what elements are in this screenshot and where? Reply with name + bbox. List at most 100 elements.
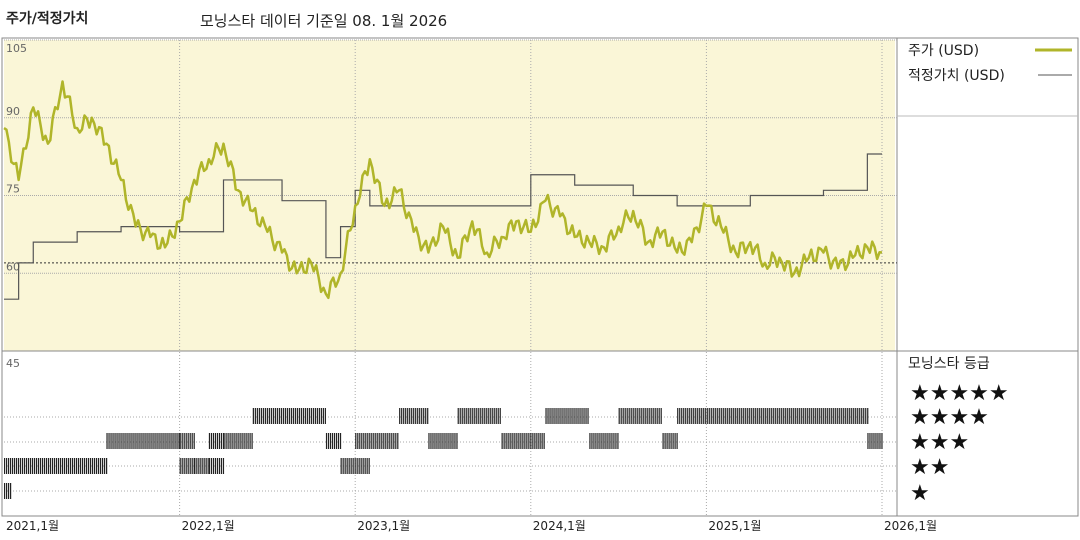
rating-bar-tick bbox=[867, 408, 869, 424]
rating-bar-tick bbox=[425, 408, 427, 424]
rating-bar-tick bbox=[515, 433, 517, 449]
rating-bar-tick bbox=[302, 408, 304, 424]
rating-bar-tick bbox=[658, 408, 660, 424]
rating-bar-tick bbox=[118, 433, 120, 449]
rating-bar-tick bbox=[452, 433, 454, 449]
rating-bar-tick bbox=[174, 433, 176, 449]
rating-bar-tick bbox=[243, 433, 245, 449]
rating-bar-tick bbox=[733, 408, 735, 424]
rating-bar-tick bbox=[419, 408, 421, 424]
rating-bar-tick bbox=[142, 433, 144, 449]
rating-bar-tick bbox=[571, 408, 573, 424]
rating-bar-tick bbox=[280, 408, 282, 424]
rating-bar-tick bbox=[436, 433, 438, 449]
rating-bar-tick bbox=[164, 433, 166, 449]
rating-bar-tick bbox=[206, 458, 208, 474]
rating-bar-tick bbox=[430, 433, 432, 449]
rating-bar-tick bbox=[216, 458, 219, 474]
rating-bar-tick bbox=[222, 433, 225, 449]
rating-bar-tick bbox=[10, 483, 12, 499]
rating-bar-tick bbox=[783, 408, 785, 424]
rating-bar-tick bbox=[310, 408, 312, 424]
rating-bar-tick bbox=[272, 408, 274, 424]
rating-bar-tick bbox=[747, 408, 749, 424]
rating-bar-tick bbox=[670, 433, 672, 449]
rating-bar-tick bbox=[56, 458, 58, 474]
rating-bar-tick bbox=[674, 433, 676, 449]
rating-bar-tick bbox=[278, 408, 280, 424]
rating-bar-tick bbox=[579, 408, 581, 424]
rating-bar-tick bbox=[94, 458, 96, 474]
rating-bar-tick bbox=[432, 433, 434, 449]
rating-bar-tick bbox=[745, 408, 747, 424]
rating-bar-tick bbox=[120, 433, 122, 449]
rating-bar-tick bbox=[853, 408, 855, 424]
rating-bar-tick bbox=[30, 458, 32, 474]
rating-bar-tick bbox=[58, 458, 60, 474]
rating-bar-tick bbox=[346, 458, 348, 474]
rating-bar-tick bbox=[208, 433, 211, 449]
rating-bar-tick bbox=[38, 458, 40, 474]
rating-bar-tick bbox=[717, 408, 719, 424]
legend-price-label: 주가 (USD) bbox=[908, 43, 979, 59]
rating-bar-tick bbox=[356, 458, 358, 474]
rating-bar-tick bbox=[286, 408, 288, 424]
rating-bar-tick bbox=[549, 408, 551, 424]
rating-bar-tick bbox=[509, 433, 511, 449]
rating-bar-tick bbox=[290, 408, 292, 424]
rating-bar-tick bbox=[358, 458, 360, 474]
rating-bar-tick bbox=[350, 458, 352, 474]
rating-bar-tick bbox=[695, 408, 697, 424]
rating-bar-tick bbox=[595, 433, 597, 449]
rating-4-stars: ★★★★ bbox=[910, 405, 989, 430]
rating-bar-tick bbox=[362, 458, 364, 474]
rating-bar-tick bbox=[6, 458, 8, 474]
rating-bar-tick bbox=[805, 408, 807, 424]
rating-bar-tick bbox=[48, 458, 50, 474]
rating-bar-tick bbox=[231, 433, 233, 449]
rating-bar-tick bbox=[8, 483, 10, 499]
grid-lines bbox=[4, 39, 897, 516]
rating-bar-tick bbox=[337, 433, 340, 449]
rating-bar-tick bbox=[757, 408, 759, 424]
rating-bar-tick bbox=[450, 433, 452, 449]
rating-bar-tick bbox=[622, 408, 624, 424]
rating-bar-tick bbox=[339, 433, 342, 449]
rating-bar-tick bbox=[681, 408, 683, 424]
rating-bar-tick bbox=[829, 408, 831, 424]
rating-bar-tick bbox=[214, 433, 217, 449]
rating-bar-tick bbox=[837, 408, 839, 424]
rating-bar-tick bbox=[501, 433, 503, 449]
rating-bar-tick bbox=[36, 458, 38, 474]
rating-bar-tick bbox=[193, 458, 195, 474]
rating-bar-tick bbox=[166, 433, 168, 449]
rating-bar-tick bbox=[210, 458, 213, 474]
rating-bar-tick bbox=[106, 458, 108, 474]
rating-bar-tick bbox=[539, 433, 541, 449]
rating-bar-tick bbox=[359, 433, 361, 449]
rating-bar-tick bbox=[487, 408, 489, 424]
rating-bar-tick bbox=[176, 433, 178, 449]
rating-bar-tick bbox=[411, 408, 413, 424]
rating-bar-tick bbox=[767, 408, 769, 424]
rating-bar-tick bbox=[687, 408, 689, 424]
rating-bar-tick bbox=[34, 458, 36, 474]
rating-bar-tick bbox=[62, 458, 64, 474]
rating-bar-tick bbox=[383, 433, 385, 449]
rating-bar-tick bbox=[851, 408, 853, 424]
rating-bar-tick bbox=[444, 433, 446, 449]
rating-bar-tick bbox=[511, 433, 513, 449]
rating-bar-tick bbox=[519, 433, 521, 449]
rating-bar-tick bbox=[333, 433, 336, 449]
rating-bar-tick bbox=[607, 433, 609, 449]
rating-bar-tick bbox=[367, 433, 369, 449]
rating-bar-tick bbox=[294, 408, 296, 424]
rating-bar-tick bbox=[282, 408, 284, 424]
rating-bar-tick bbox=[138, 433, 140, 449]
rating-bar-tick bbox=[763, 408, 765, 424]
rating-bar-tick bbox=[679, 408, 681, 424]
rating-bar-tick bbox=[769, 408, 771, 424]
rating-bar-tick bbox=[563, 408, 565, 424]
y-axis-ticks: 105 90 75 60 45 bbox=[6, 42, 27, 370]
rating-bar-tick bbox=[28, 458, 30, 474]
